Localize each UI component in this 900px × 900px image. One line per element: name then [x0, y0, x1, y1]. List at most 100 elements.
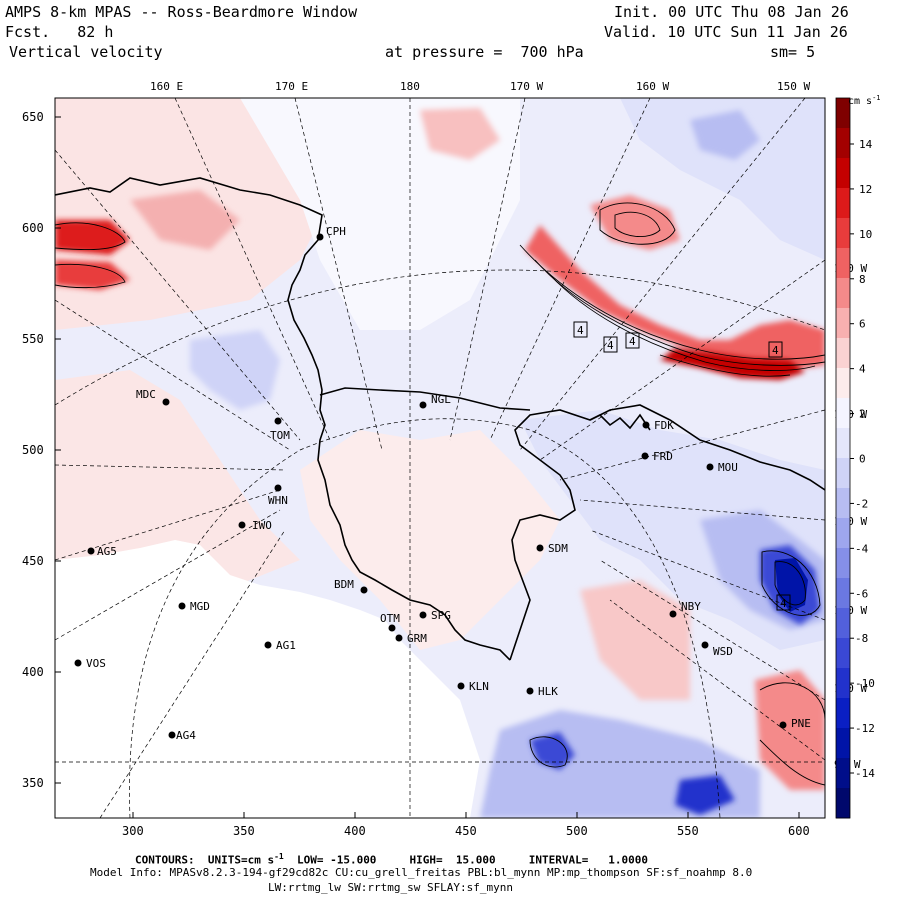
colorbar-swatch — [836, 728, 850, 759]
station-whn: WHN — [268, 484, 288, 507]
shading-pink-coast-n — [420, 108, 500, 160]
x-tick: 450 — [455, 812, 477, 838]
shading-red-se — [755, 670, 825, 790]
station-label: AG1 — [276, 639, 296, 652]
lon-label-top: 180 — [400, 80, 420, 93]
station-tom: TOM — [270, 417, 290, 442]
svg-text:8: 8 — [859, 273, 866, 286]
parallel-outer — [129, 418, 721, 818]
shading-red-west-coast — [55, 220, 130, 255]
colorbar-label: 2 — [850, 408, 866, 421]
svg-text:-6: -6 — [855, 587, 868, 600]
station-marker — [457, 682, 465, 690]
colorbar: 14 12 10 8 6 4 2 0 -2 -4 -6 -8 -10 -12 -14 — [835, 97, 875, 819]
svg-text:0: 0 — [859, 453, 866, 466]
contour-band-outer — [519, 244, 825, 360]
shading-red-west-coast2 — [55, 260, 130, 290]
x-tick: 550 — [677, 812, 699, 838]
x-axis-ticks: 300 350 400 450 500 550 600 — [122, 812, 810, 838]
colorbar-swatch — [836, 278, 850, 309]
colorbar-label: 6 — [850, 318, 866, 331]
svg-text:400: 400 — [344, 824, 366, 838]
station-label: KLN — [469, 680, 489, 693]
x-tick: 300 — [122, 812, 144, 838]
station-pne: PNE — [779, 717, 811, 730]
pressure-level: at pressure = 700 hPa — [385, 43, 584, 61]
y-tick: 500 — [22, 443, 61, 457]
fcst-value: 82 h — [77, 23, 114, 41]
meridian-150w — [519, 98, 806, 451]
colorbar-label: 12 — [850, 183, 872, 196]
station-marker — [526, 687, 534, 695]
station-label: MGD — [190, 600, 210, 613]
colorbar-swatch — [836, 488, 850, 519]
station-label: NGL — [431, 393, 451, 406]
units-exponent: -1 — [274, 852, 284, 861]
coast-ross-ice-shelf-front — [319, 387, 531, 411]
shading-blue-south-dark — [530, 732, 575, 770]
colorbar-label: -12 — [850, 722, 875, 735]
station-label: CPH — [326, 225, 346, 238]
meridian-120e — [55, 489, 281, 561]
x-tick: 400 — [344, 812, 366, 838]
station-marker — [779, 721, 787, 729]
station-label: MDC — [136, 388, 156, 401]
svg-text:400: 400 — [22, 665, 44, 679]
station-label: FDK — [654, 419, 674, 432]
station-cph: CPH — [316, 225, 346, 241]
svg-text:4: 4 — [607, 339, 614, 352]
shading-blue-ne — [620, 98, 825, 260]
station-marker — [669, 610, 677, 618]
model-info-physics: LW:rrtmg_lw SW:rrtmg_sw SFLAY:sf_mynn — [268, 881, 514, 894]
shading-blue-ne-patch — [690, 110, 760, 160]
contour-west-red2 — [55, 263, 126, 289]
colorbar-label: -10 — [850, 677, 875, 690]
contour-info: CONTOURS: UNITS=cm s-1 LOW= -15.000 HIGH… — [135, 852, 648, 867]
svg-text:-8: -8 — [855, 632, 868, 645]
contour-se-red — [759, 682, 825, 786]
meridian-140e — [55, 299, 291, 451]
station-label: FRD — [653, 450, 673, 463]
field-name: Vertical velocity — [9, 43, 163, 61]
lon-label-top: 170 E — [275, 80, 308, 93]
svg-text:4: 4 — [772, 344, 779, 357]
contour-band-core — [659, 354, 791, 377]
svg-text:-2: -2 — [855, 497, 868, 510]
colorbar-label: 14 — [850, 138, 873, 151]
svg-text:650: 650 — [22, 110, 44, 124]
svg-text:550: 550 — [677, 824, 699, 838]
valid-time: Valid. 10 UTC Sun 11 Jan 26 — [604, 23, 848, 41]
meridian-90w — [609, 599, 825, 761]
meridian-130e — [55, 464, 286, 471]
station-marker — [701, 641, 709, 649]
station-marker — [641, 452, 649, 460]
station-ag4: AG4 — [168, 729, 196, 742]
station-ag1: AG1 — [264, 639, 296, 652]
station-marker — [536, 544, 544, 552]
meridian-100e — [99, 529, 286, 818]
plot-frame — [54, 97, 826, 819]
meridian-120w — [579, 499, 825, 521]
svg-text:-4: -4 — [855, 542, 869, 555]
station-marker — [87, 547, 95, 555]
shading-no-data-sw — [55, 540, 480, 818]
svg-text:500: 500 — [566, 824, 588, 838]
map-title: AMPS 8-km MPAS -- Ross-Beardmore Window — [5, 3, 358, 21]
colorbar-swatch — [836, 248, 850, 279]
station-marker — [74, 659, 82, 667]
station-label: GRM — [407, 632, 427, 645]
colorbar-swatch — [836, 698, 850, 729]
svg-text:350: 350 — [22, 776, 44, 790]
colorbar-label: -14 — [850, 767, 875, 780]
shading-red-north — [590, 195, 680, 250]
station-label: NBY — [681, 600, 701, 613]
station-otm: OTM — [380, 612, 400, 632]
meridian-110e — [55, 509, 281, 641]
svg-text:14: 14 — [859, 138, 873, 151]
colorbar-label: -8 — [850, 632, 868, 645]
fcst-label: Fcst. — [5, 23, 51, 41]
station-ag5: AG5 — [87, 545, 117, 558]
station-marker — [264, 641, 272, 649]
station-label: HLK — [538, 685, 558, 698]
